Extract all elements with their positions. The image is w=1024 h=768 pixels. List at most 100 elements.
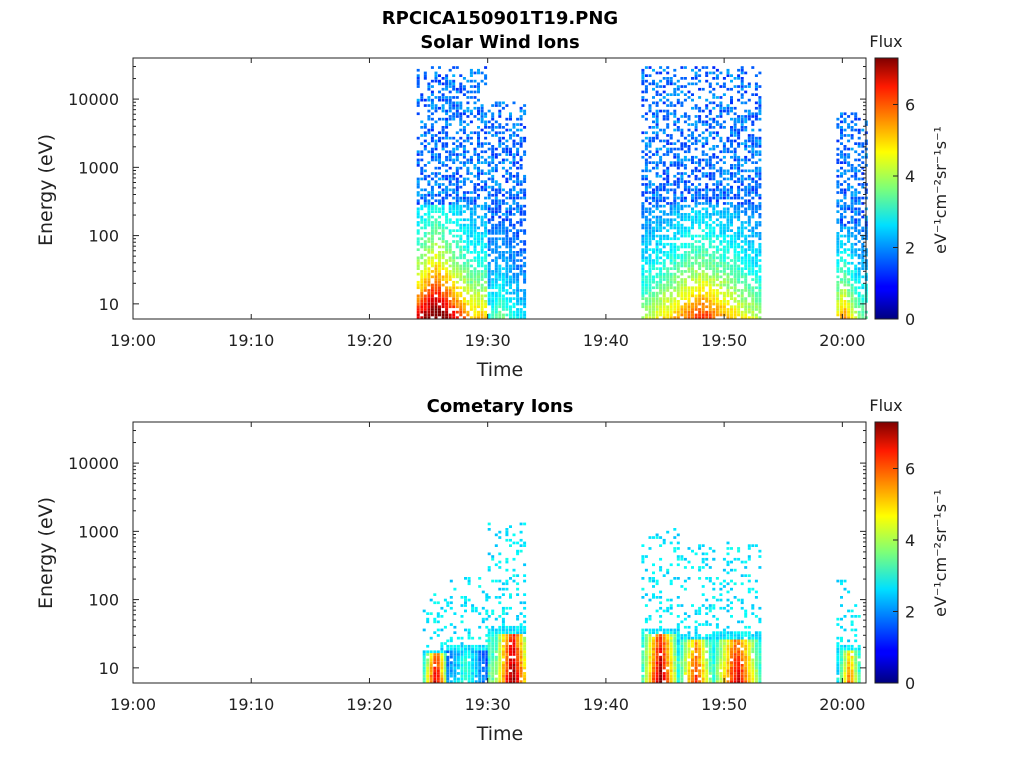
heatmap-cell (850, 286, 854, 290)
heatmap-cell (485, 612, 489, 615)
heatmap-cell (477, 71, 480, 75)
heatmap-cell (691, 272, 694, 276)
heatmap-cell (733, 134, 737, 137)
heatmap-cell (712, 101, 716, 105)
heatmap-cell (712, 204, 716, 208)
heatmap-cell (680, 305, 684, 309)
heatmap-cell (854, 158, 858, 162)
heatmap-cell (641, 294, 645, 298)
heatmap-cell (487, 218, 491, 222)
heatmap-cell (469, 142, 473, 145)
heatmap-cell (843, 264, 847, 268)
heatmap-cell (843, 128, 847, 132)
heatmap-cell (501, 677, 505, 681)
heatmap-cell (641, 213, 645, 216)
heatmap-cell (491, 115, 495, 118)
heatmap-cell (662, 261, 666, 265)
heatmap-cell (448, 278, 452, 281)
heatmap-cell (523, 639, 527, 643)
heatmap-cell (751, 232, 755, 235)
heatmap-cell (648, 278, 652, 281)
heatmap-cell (694, 251, 698, 254)
heatmap-cell (669, 631, 673, 634)
heatmap-cell (719, 240, 723, 243)
heatmap-cell (747, 218, 751, 222)
heatmap-cell (494, 563, 498, 567)
heatmap-cell (701, 188, 705, 192)
heatmap-cell (466, 161, 470, 164)
heatmap-cell (426, 661, 430, 664)
heatmap-cell (473, 174, 477, 178)
heatmap-cell (701, 283, 705, 287)
heatmap-cell (519, 123, 523, 126)
heatmap-cell (523, 666, 527, 670)
heatmap-cell (438, 310, 441, 314)
heatmap-cell (747, 145, 751, 148)
heatmap-cell (722, 267, 726, 270)
heatmap-cell (491, 226, 495, 230)
heatmap-cell (715, 196, 719, 200)
heatmap-cell (733, 120, 737, 124)
heatmap-cell (694, 256, 698, 260)
heatmap-cell (471, 636, 475, 640)
heatmap-cell (747, 283, 751, 287)
heatmap-cell (758, 305, 762, 309)
heatmap-cell (452, 172, 456, 175)
heatmap-cell (485, 674, 489, 678)
heatmap-cell (466, 286, 470, 290)
heatmap-cell (655, 153, 659, 156)
heatmap-cell (434, 77, 438, 80)
heatmap-cell (516, 202, 520, 205)
heatmap-cell (669, 644, 673, 648)
heatmap-cell (480, 305, 484, 309)
heatmap-cell (434, 74, 438, 77)
heatmap-cell (740, 87, 744, 91)
heatmap-cell (655, 672, 659, 675)
heatmap-cell (719, 275, 723, 279)
heatmap-cell (423, 267, 427, 270)
heatmap-cell (494, 631, 498, 634)
heatmap-cell (683, 261, 687, 265)
heatmap-cell (676, 286, 680, 290)
heatmap-cell (655, 202, 659, 205)
heatmap-cell (694, 240, 698, 243)
heatmap-cell (857, 316, 861, 319)
heatmap-cells (422, 522, 861, 683)
heatmap-cell (715, 278, 719, 281)
heatmap-cell (471, 674, 475, 678)
heatmap-cell (433, 617, 437, 621)
heatmap-cell (456, 680, 460, 683)
heatmap-cell (680, 66, 684, 69)
heatmap-cell (715, 305, 719, 309)
heatmap-cell (519, 128, 523, 132)
heatmap-cell (673, 204, 677, 208)
heatmap-cell (751, 202, 755, 205)
heatmap-cell (744, 71, 748, 75)
heatmap-cell (662, 185, 666, 189)
heatmap-cell (466, 109, 470, 113)
heatmap-cell (744, 310, 748, 314)
heatmap-cell (641, 658, 645, 662)
heatmap-cell (491, 232, 495, 235)
heatmap-cell (423, 248, 427, 251)
heatmap-cell (491, 612, 495, 615)
heatmap-cell (436, 677, 440, 681)
heatmap-cell (666, 174, 670, 178)
heatmap-cell (480, 117, 484, 121)
heatmap-cell (471, 666, 475, 670)
heatmap-cell (758, 96, 762, 99)
heatmap-cell (754, 74, 758, 77)
heatmap-cell (505, 291, 509, 295)
heatmap-cell (673, 161, 677, 164)
heatmap-cell (673, 112, 677, 116)
heatmap-cell (445, 155, 449, 159)
heatmap-cell (498, 666, 502, 670)
heatmap-cell (469, 302, 473, 306)
heatmap-cell (644, 261, 648, 265)
heatmap-cell (448, 115, 452, 118)
heatmap-cell (669, 237, 673, 241)
heatmap-cell (509, 136, 512, 140)
heatmap-cell (459, 174, 463, 178)
heatmap-cell (644, 620, 648, 624)
heatmap-cell (509, 631, 512, 634)
